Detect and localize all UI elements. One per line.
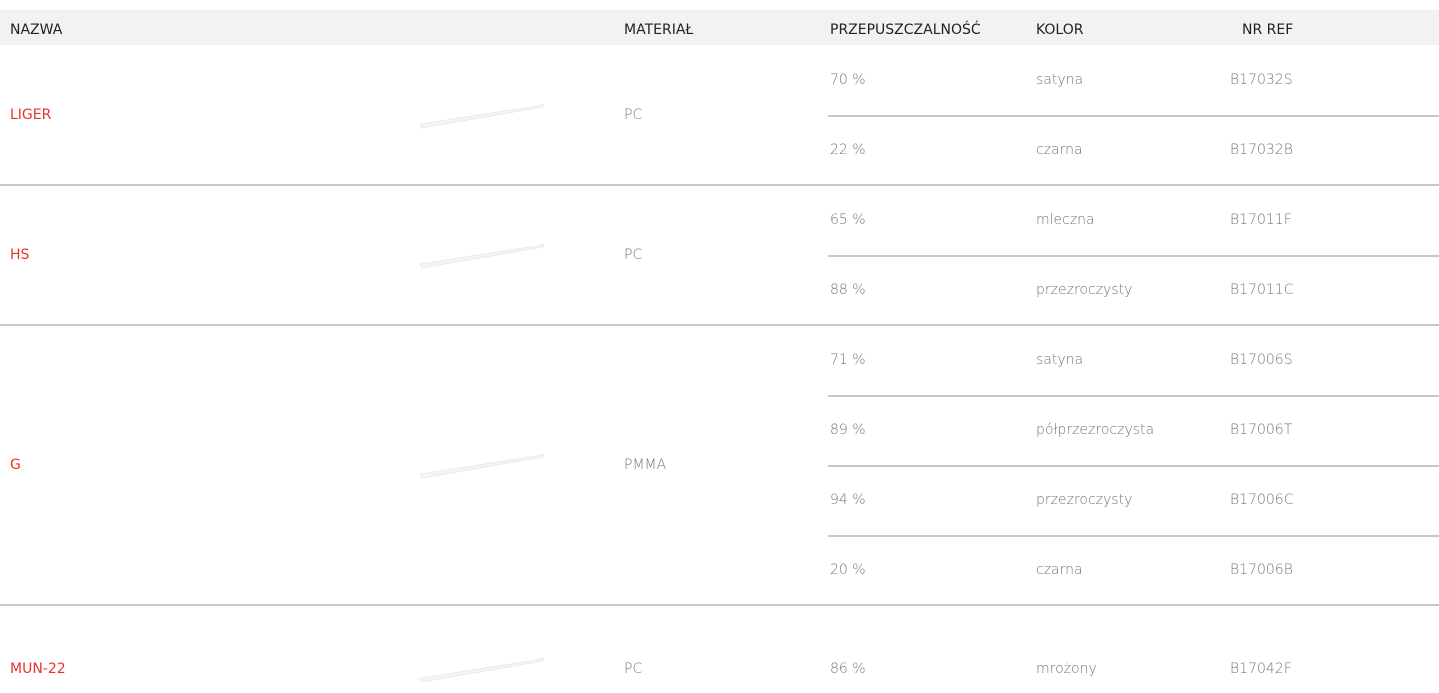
transmittance: 65 %	[830, 212, 866, 228]
transmittance: 20 %	[830, 562, 866, 578]
transmittance: 86 %	[830, 661, 866, 677]
ref-number: B17006B	[1230, 562, 1293, 578]
transmittance: 22 %	[830, 142, 866, 158]
transmittance: 94 %	[830, 492, 866, 508]
row-divider	[828, 465, 1439, 467]
color: przezroczysty	[1036, 282, 1132, 298]
profile-image	[418, 100, 548, 130]
row-divider	[0, 324, 1439, 326]
ref-number: B17011F	[1230, 212, 1292, 228]
transmittance: 71 %	[830, 352, 866, 368]
row-divider	[828, 395, 1439, 397]
page: NAZWA MATERIAŁ PRZEPUSZCZALNOŚĆ KOLOR NR REF…	[0, 0, 1439, 693]
column-header: PRZEPUSZCZALNOŚĆ	[830, 22, 981, 38]
material: PC	[624, 247, 642, 263]
column-header: KOLOR	[1036, 22, 1083, 38]
transmittance: 70 %	[830, 72, 866, 88]
color: mrożony	[1036, 661, 1097, 677]
material: PMMA	[624, 457, 666, 473]
color: półprzezroczysta	[1036, 422, 1154, 438]
ref-number: B17042F	[1230, 661, 1292, 677]
ref-number: B17032S	[1230, 72, 1293, 88]
ref-number: B17006S	[1230, 352, 1293, 368]
color: mleczna	[1036, 212, 1095, 228]
ref-number: B17011C	[1230, 282, 1293, 298]
row-divider	[0, 604, 1439, 606]
ref-number: B17006T	[1230, 422, 1292, 438]
profile-image	[418, 450, 548, 480]
profile-image	[418, 654, 548, 684]
color: satyna	[1036, 72, 1083, 88]
transmittance: 89 %	[830, 422, 866, 438]
row-divider	[828, 535, 1439, 537]
ref-number: B17006C	[1230, 492, 1293, 508]
product-name: LIGER	[10, 107, 51, 123]
ref-number: B17032B	[1230, 142, 1293, 158]
row-divider	[828, 255, 1439, 257]
row-divider	[828, 115, 1439, 117]
column-header: MATERIAŁ	[624, 22, 693, 38]
transmittance: 88 %	[830, 282, 866, 298]
column-header: NAZWA	[10, 22, 62, 38]
product-name: G	[10, 457, 21, 473]
column-header: NR REF	[1242, 22, 1293, 38]
material: PC	[624, 107, 642, 123]
product-name: MUN-22	[10, 661, 66, 677]
color: satyna	[1036, 352, 1083, 368]
profile-image	[418, 240, 548, 270]
color: przezroczysty	[1036, 492, 1132, 508]
product-name: HS	[10, 247, 29, 263]
color: czarna	[1036, 562, 1083, 578]
row-divider	[0, 184, 1439, 186]
color: czarna	[1036, 142, 1083, 158]
material: PC	[624, 661, 642, 677]
table-header	[0, 10, 1439, 45]
